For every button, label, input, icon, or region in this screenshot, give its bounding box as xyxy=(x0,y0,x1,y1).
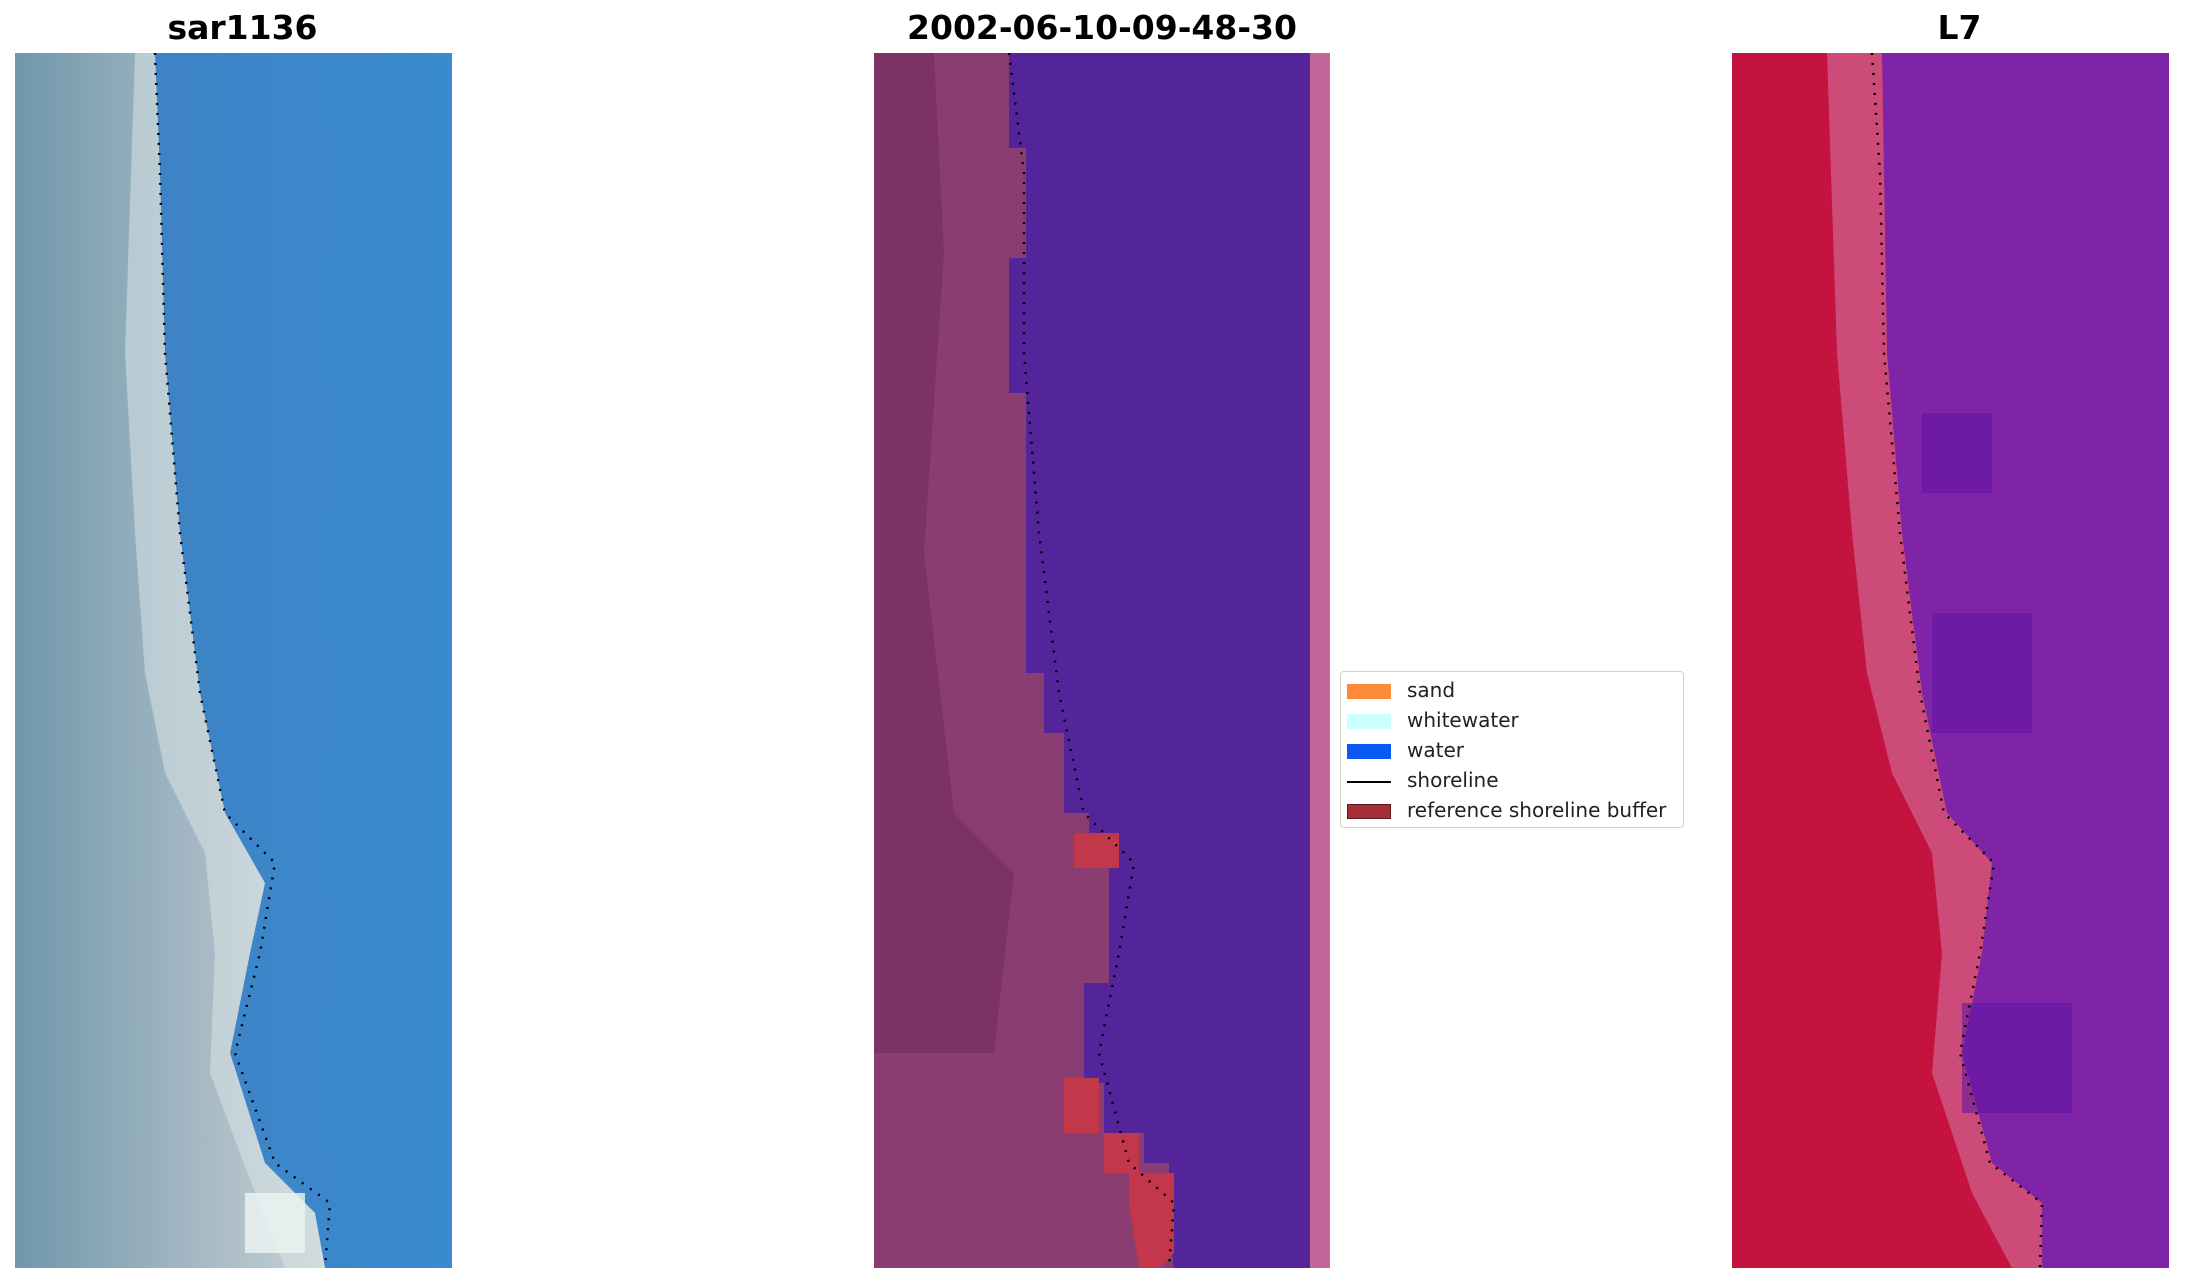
swir-shoreline xyxy=(1870,53,2044,1268)
legend-item-whitewater: whitewater xyxy=(1341,706,1683,734)
classification-image xyxy=(874,53,1330,1268)
sand-swatch xyxy=(1347,684,1391,699)
legend-label-sand: sand xyxy=(1407,678,1456,702)
rgb-image-panel xyxy=(15,53,452,1268)
legend-item-reference-buffer: reference shoreline buffer xyxy=(1341,796,1683,824)
swir-image-panel xyxy=(1732,53,2169,1268)
panel-title-classification: 2002-06-10-09-48-30 xyxy=(907,8,1297,47)
legend-item-water: water xyxy=(1341,736,1683,764)
legend: sand whitewater water shoreline referenc… xyxy=(1340,671,1684,828)
classification-shoreline xyxy=(1007,53,1176,1268)
classification-panel xyxy=(874,53,1330,1268)
whitewater-swatch xyxy=(1347,714,1391,729)
legend-label-water: water xyxy=(1407,738,1464,762)
panel-title-rgb: sar1136 xyxy=(167,8,318,47)
legend-item-shoreline: shoreline xyxy=(1341,766,1683,794)
rgb-shoreline xyxy=(153,53,332,1268)
shoreline-line-swatch xyxy=(1347,781,1391,783)
swir-image xyxy=(1732,53,2169,1268)
legend-label-shoreline: shoreline xyxy=(1407,768,1499,792)
water-swatch xyxy=(1347,744,1391,759)
legend-label-whitewater: whitewater xyxy=(1407,708,1519,732)
panel-title-swir: L7 xyxy=(1937,8,1982,47)
rgb-image xyxy=(15,53,452,1268)
legend-label-reference-buffer: reference shoreline buffer xyxy=(1407,798,1667,822)
reference-shoreline-buffer xyxy=(1064,833,1174,1268)
legend-item-sand: sand xyxy=(1341,676,1683,704)
reference-buffer-swatch xyxy=(1347,804,1391,819)
